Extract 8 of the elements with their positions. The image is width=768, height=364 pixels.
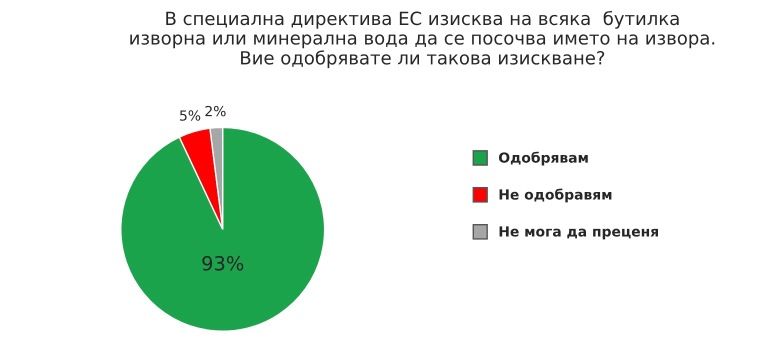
pie-slice bbox=[120, 126, 326, 332]
chart-title: В специална директива ЕС изисква на всяка бутилка изворна или минерална вода да се посочва името на извора. Вие одобрявате ли такова изискване? bbox=[130, 10, 714, 68]
legend-label: Не одобравям bbox=[500, 188, 612, 202]
data-label: 2% bbox=[205, 106, 226, 116]
data-label: 5% bbox=[180, 110, 200, 121]
data-label: 93% bbox=[202, 256, 244, 271]
legend-label: Одобрявам bbox=[498, 152, 588, 166]
legend-label: Не мога да преценя bbox=[500, 226, 658, 240]
